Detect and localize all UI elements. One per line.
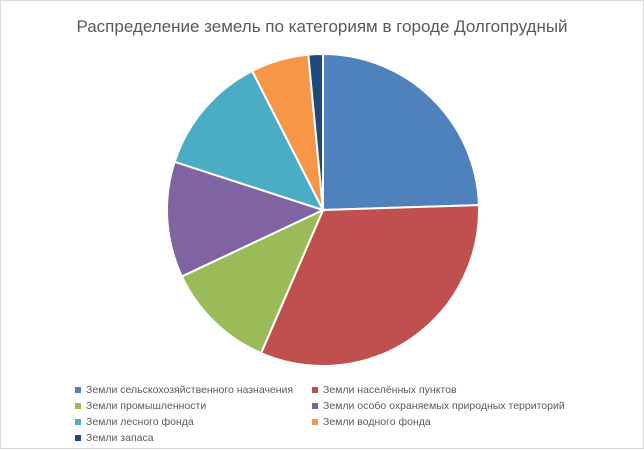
legend-label: Земли населённых пунктов (323, 384, 457, 396)
legend-swatch (312, 419, 318, 425)
pie-slice-2 (259, 204, 480, 367)
legend-swatch (312, 403, 318, 409)
legend-item-7: Земли запаса (75, 432, 154, 444)
pie-slice-7 (307, 52, 324, 211)
chart-title: Распределение земель по категориям в гор… (76, 17, 568, 36)
legend-item-4: Земли особо охраняемых природных террито… (312, 400, 565, 412)
legend-swatch (75, 403, 81, 409)
legend-item-5: Земли лесного фонда (75, 416, 194, 428)
pie-slice-4 (166, 160, 326, 278)
legend-label: Земли промышленности (86, 400, 207, 412)
pie-slice-5 (173, 69, 325, 212)
legend-item-2: Земли населённых пунктов (312, 384, 457, 396)
pie-slice-1 (322, 52, 480, 212)
legend-label: Земли лесного фонда (86, 416, 194, 428)
legend-swatch (75, 419, 81, 425)
legend-swatch (75, 387, 81, 393)
legend-label: Земли особо охраняемых природных террито… (323, 400, 565, 412)
legend-item-6: Земли водного фонда (312, 416, 431, 428)
legend-label: Земли сельскохозяйственного назначения (86, 384, 294, 396)
legend-item-1: Земли сельскохозяйственного назначения (75, 384, 293, 396)
legend-swatch (75, 435, 81, 441)
legend-label: Земли запаса (86, 432, 154, 444)
legend-label: Земли водного фонда (323, 416, 431, 428)
legend-swatch (312, 387, 318, 393)
legend: Земли сельскохозяйственного назначения Зе… (1, 381, 644, 447)
legend-item-3: Земли промышленности (75, 400, 206, 412)
pie-slice-3 (180, 207, 325, 355)
